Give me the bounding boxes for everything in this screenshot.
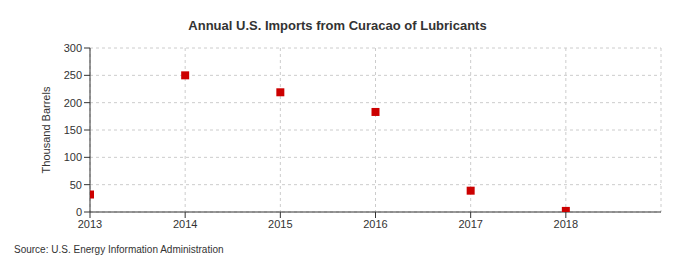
svg-text:300: 300 [64,42,82,54]
svg-text:2013: 2013 [78,218,102,230]
svg-text:2014: 2014 [173,218,197,230]
html-text:Source: U.S. Energy Informatio: Source: U.S. Energy Information Administ… [14,244,224,255]
svg-text:50: 50 [70,179,82,191]
svg-text:200: 200 [64,97,82,109]
svg-text:250: 250 [64,69,82,81]
svg-text:100: 100 [64,151,82,163]
svg-text:150: 150 [64,124,82,136]
svg-text:2018: 2018 [554,218,578,230]
svg-text:2017: 2017 [458,218,482,230]
html-text:Annual U.S. Imports from Curac: Annual U.S. Imports from Curacao of Lubr… [188,18,487,33]
svg-text:0: 0 [76,206,82,218]
svg-text:2015: 2015 [268,218,292,230]
svg-text:2016: 2016 [363,218,387,230]
svg-text:Thousand Barrels: Thousand Barrels [40,86,52,173]
